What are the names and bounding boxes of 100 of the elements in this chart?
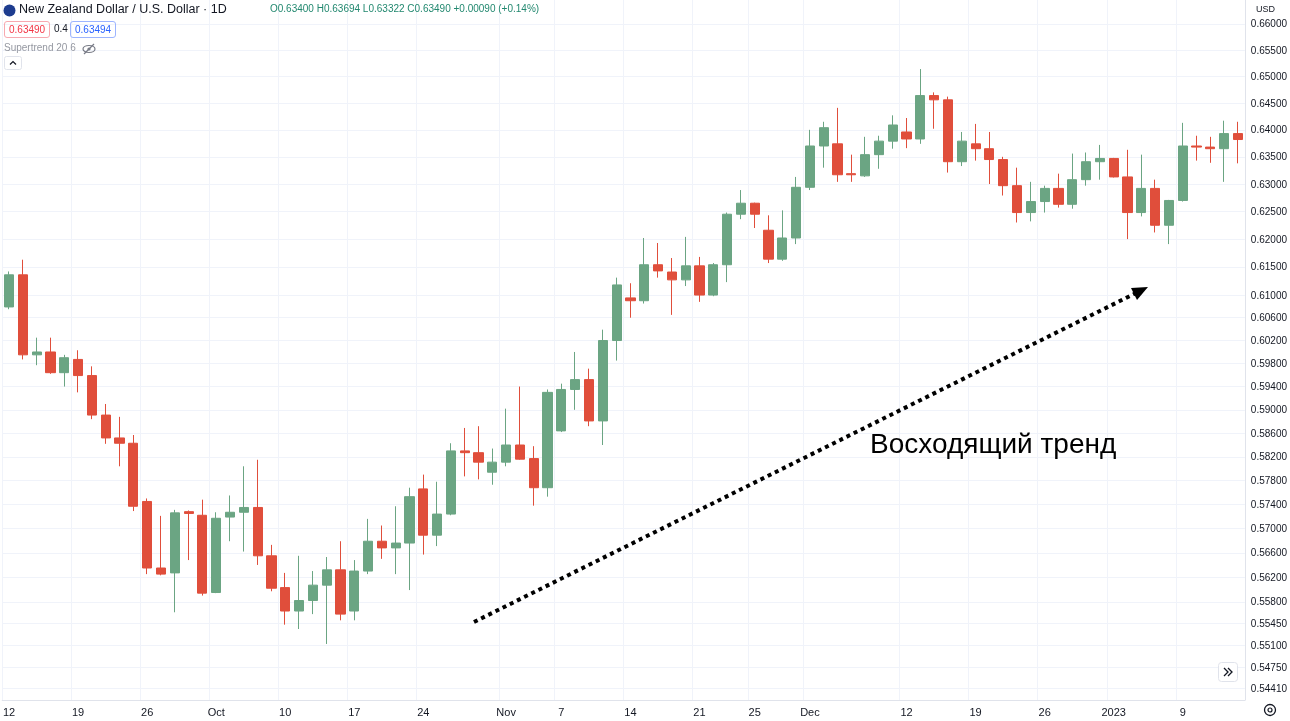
candlestick [45, 337, 56, 375]
candlestick [612, 277, 622, 362]
x-tick-label: 7 [558, 705, 565, 718]
candlestick [487, 448, 497, 486]
candlestick [1040, 185, 1050, 214]
y-tick-label: 0.60200 [1250, 335, 1288, 347]
candlestick [598, 329, 608, 446]
candlestick [1081, 151, 1091, 187]
chart-title: New Zealand Dollar / U.S. Dollar · 1D [19, 2, 227, 16]
candlestick [473, 425, 484, 480]
candlestick [128, 434, 138, 512]
candlestick [363, 518, 373, 575]
candlestick [805, 129, 815, 191]
candlestick [170, 509, 180, 613]
candlestick [915, 68, 925, 145]
candlestick [142, 497, 152, 575]
y-tick-label: 0.56600 [1250, 547, 1288, 559]
candlestick [377, 525, 387, 560]
y-tick-label: 0.59400 [1250, 381, 1288, 393]
annotation: 0.4 [54, 23, 68, 34]
candlestick [984, 131, 994, 185]
candlestick [32, 337, 42, 366]
y-tick-label: 0.55800 [1250, 596, 1288, 608]
y-tick-label: 0.54410 [1250, 683, 1288, 695]
y-tick-label: 0.66000 [1250, 18, 1288, 30]
annotation: Supertrend 20 6 [4, 42, 76, 53]
y-tick-label: 0.63500 [1250, 151, 1288, 163]
y-tick-label: 0.54750 [1250, 661, 1288, 673]
candlestick [266, 544, 277, 592]
candlestick [294, 555, 304, 630]
candlestick [515, 386, 525, 461]
candlestick [694, 256, 705, 303]
y-tick-label: 0.60600 [1250, 312, 1288, 324]
candlestick [4, 270, 14, 310]
candlestick [653, 242, 663, 279]
candlestick [87, 365, 97, 420]
y-tick-label: 0.64500 [1250, 97, 1288, 109]
candlestick [1122, 149, 1133, 240]
y-tick-label: 0.59000 [1250, 404, 1288, 416]
candlestick [391, 505, 401, 575]
x-tick-label: Dec [800, 705, 821, 718]
y-tick-label: 0.65500 [1250, 44, 1288, 56]
y-tick-label: 0.57800 [1250, 475, 1288, 487]
x-tick-label: 10 [279, 705, 292, 718]
y-tick-label: 0.62000 [1250, 233, 1288, 245]
candlestick [1233, 121, 1243, 164]
y-tick-label: 0.58200 [1250, 451, 1288, 463]
y-tick-label: 0.64000 [1250, 124, 1288, 136]
candlestick [1067, 153, 1077, 210]
candlestick [1205, 136, 1215, 164]
x-tick-label: 14 [624, 705, 637, 718]
candlestick [556, 383, 566, 433]
candlestick [446, 442, 456, 516]
candlestick [501, 408, 511, 467]
candlestick [584, 368, 594, 427]
candlestick [225, 494, 235, 542]
y-tick-label: 0.61500 [1250, 261, 1288, 273]
candlestick [335, 540, 346, 621]
candlestick [1026, 181, 1036, 222]
candlestick [1191, 135, 1202, 162]
candlestick [114, 416, 125, 467]
candlestick [529, 445, 539, 507]
candlestick [750, 202, 760, 229]
x-tick-label: 26 [1038, 705, 1051, 718]
y-axis-title: USD [1256, 4, 1276, 14]
candlestick [832, 107, 843, 183]
candlestick [308, 570, 318, 615]
candlestick [1053, 173, 1064, 209]
y-tick-label: 0.63000 [1250, 178, 1288, 190]
candlestick [280, 572, 290, 626]
candlestick [874, 135, 884, 170]
x-tick-label: 24 [417, 705, 430, 718]
y-tick-label: 0.65000 [1250, 70, 1288, 82]
candlestick [1164, 199, 1174, 245]
candlestick [418, 474, 428, 556]
candlestick [211, 511, 221, 594]
candlestick [860, 136, 870, 178]
candlestick [239, 465, 249, 553]
candlestick [722, 212, 732, 283]
y-tick-label: 0.57000 [1250, 523, 1288, 535]
annotation: 0.63490 [4, 21, 51, 38]
y-tick-label: 0.62500 [1250, 205, 1288, 217]
candlestick [819, 121, 829, 169]
x-tick-label: Nov [496, 705, 517, 718]
candlestick [156, 515, 166, 576]
candlestick [73, 349, 83, 393]
candlestick [1109, 157, 1119, 178]
candlestick [929, 91, 939, 130]
x-tick-label: 12 [900, 705, 913, 718]
candlestick [736, 189, 746, 220]
candlestick [570, 351, 580, 411]
y-tick-label: 0.55450 [1250, 617, 1288, 629]
candlestick [1178, 122, 1188, 203]
candlestick [1219, 120, 1229, 183]
candlestick [542, 388, 553, 498]
x-tick-label: 17 [348, 705, 361, 718]
candlestick [888, 114, 898, 150]
annotation: 0.63494 [70, 21, 117, 38]
candlestick [460, 427, 470, 477]
x-tick-label: 25 [748, 705, 761, 718]
